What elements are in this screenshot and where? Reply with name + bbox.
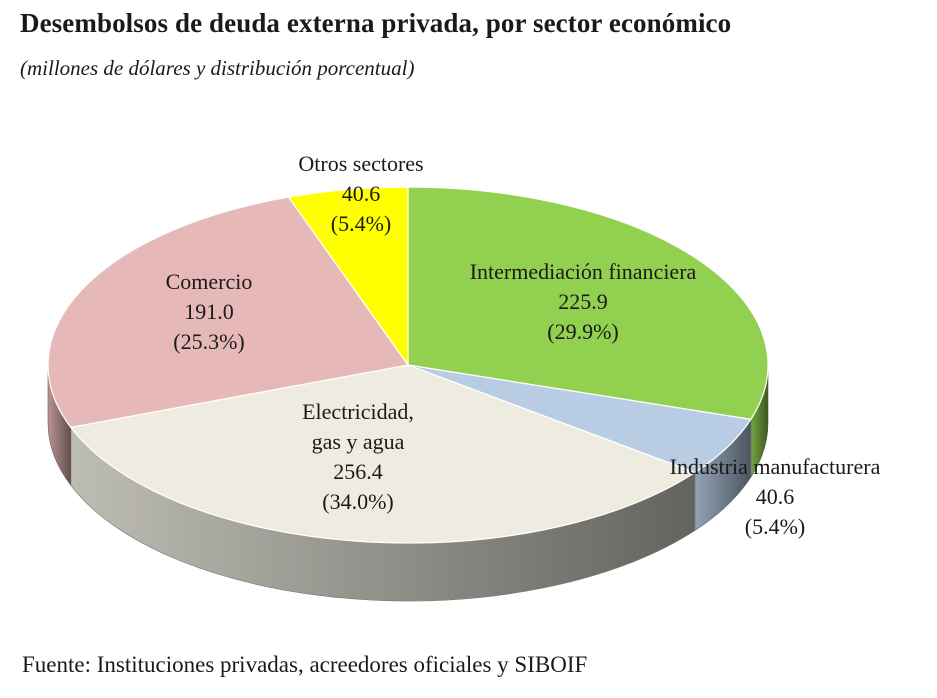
pie-slices [47, 186, 769, 544]
slice-value-label: 256.4 [333, 459, 383, 484]
chart-subtitle: (millones de dólares y distribución porc… [20, 56, 415, 80]
slice-name-label: Intermediación financiera [470, 259, 697, 284]
pie-slice-0 [407, 186, 769, 421]
slice-name-label: Otros sectores [298, 151, 423, 176]
slice-labels: Intermediación financiera 225.9 (29.9%) Ind… [166, 151, 881, 539]
slice-name-label: Comercio [166, 269, 253, 294]
slice-value-label: 40.6 [756, 484, 795, 509]
slice-percent-label: (5.4%) [745, 514, 805, 539]
slice-percent-label: (25.3%) [173, 329, 244, 354]
pie-slice-2 [69, 364, 697, 544]
pie-slice-3 [47, 196, 410, 429]
chart-title: Desembolsos de deuda externa privada, po… [20, 8, 732, 38]
slice-percent-label: (29.9%) [547, 319, 618, 344]
slice-name-label: Industria manufacturera [670, 454, 881, 479]
slice-percent-label: (5.4%) [331, 211, 391, 236]
chart-source: Fuente: Instituciones privadas, acreedor… [22, 652, 588, 677]
slice-name-label: Electricidad, [302, 399, 414, 424]
slice-name-label: gas y agua [312, 429, 405, 454]
slice-value-label: 191.0 [184, 299, 234, 324]
pie-slice-4 [287, 186, 409, 367]
slice-percent-label: (34.0%) [322, 489, 393, 514]
slice-value-label: 40.6 [342, 181, 381, 206]
slice-value-label: 225.9 [558, 289, 608, 314]
